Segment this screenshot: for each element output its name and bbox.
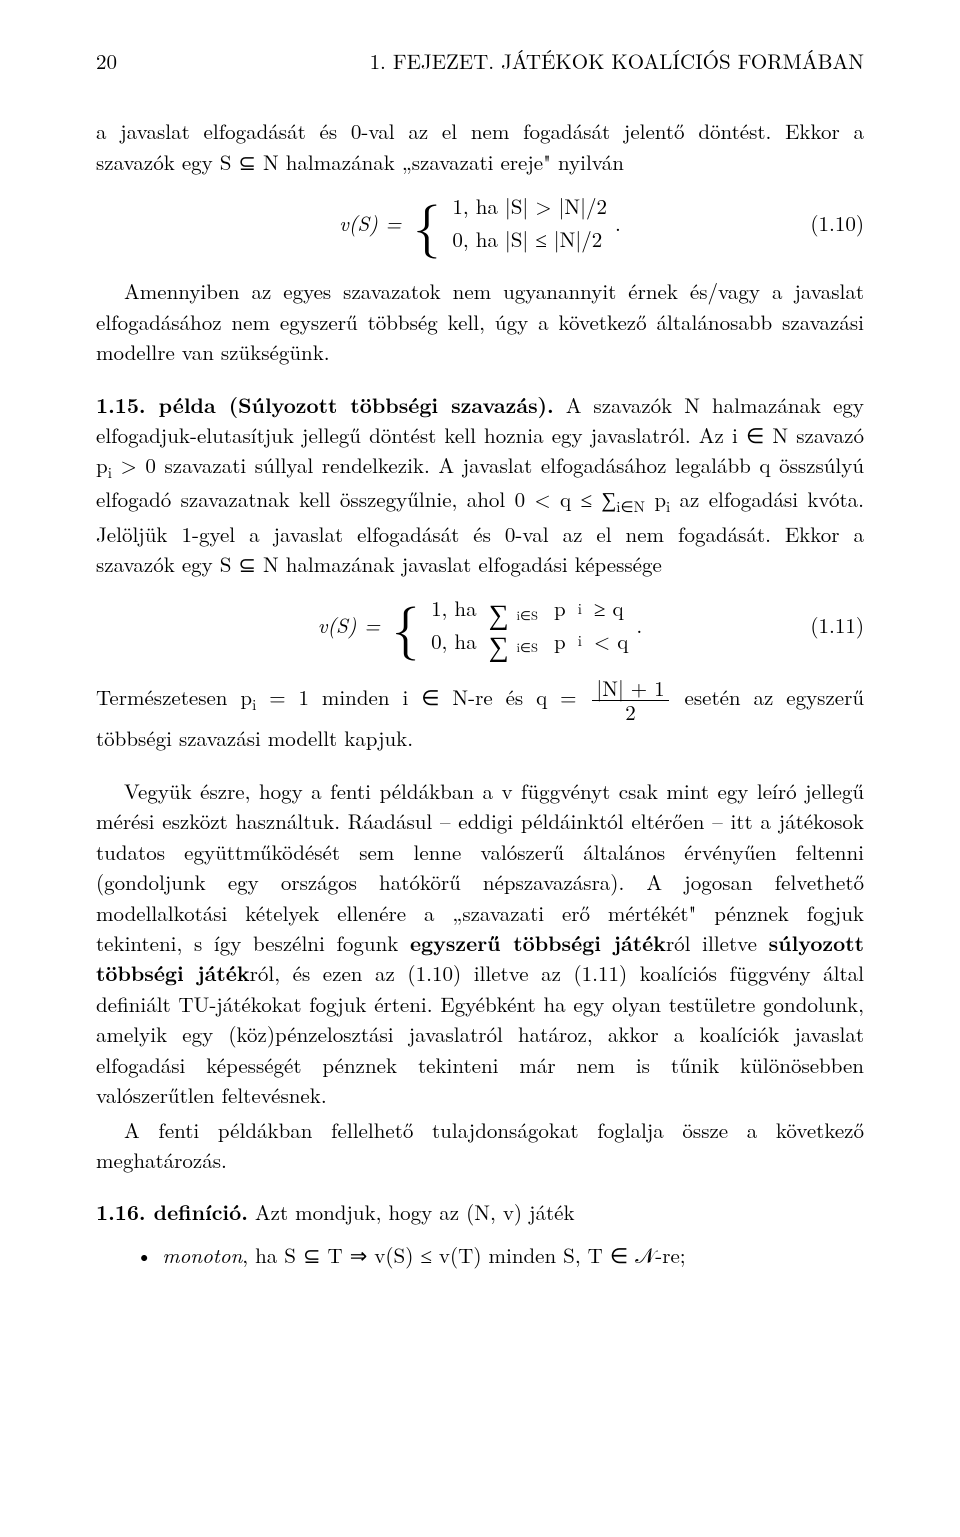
example-1-15: 1.15. példa (Súlyozott többségi szavazás…: [96, 390, 864, 580]
text: = 1 minden i ∈ N-re és q =: [256, 682, 589, 712]
bold-term-1: egyszerű többségi játék: [410, 928, 666, 958]
definition-label: 1.16. definíció.: [96, 1197, 248, 1227]
paragraph-6: A fenti példákban fellelhető tulajdonság…: [96, 1115, 864, 1176]
text: ról illetve: [666, 928, 769, 958]
list-item-monoton: • monoton, ha S ⊆ T ⇒ v(S) ≤ v(T) minden…: [96, 1240, 864, 1270]
text: < q: [594, 626, 628, 656]
text: 0, ha: [431, 626, 477, 656]
denominator: 2: [621, 701, 640, 723]
left-brace-icon: {: [413, 201, 440, 244]
paragraph-5: Vegyük észre, hogy a fenti példákban a v…: [96, 776, 864, 1111]
page: 20 1. FEJEZET. JÁTÉKOK KOALÍCIÓS FORMÁBA…: [0, 0, 960, 1537]
subscript: i∈N: [616, 497, 645, 518]
eq-content: v(S) = { 1, ha |S| > |N|/2 0, ha |S| ≤ |…: [339, 191, 621, 254]
text: Azt mondjuk, hogy az (N, v) játék: [248, 1197, 575, 1227]
text: p: [645, 484, 666, 514]
text: Amennyiben az egyes szavazatok nem ugyan…: [96, 276, 864, 367]
case-2: 0, ha ∑i∈S pi < q: [431, 626, 628, 656]
subscript: i: [578, 598, 582, 620]
case-1: 1, ha ∑i∈S pi ≥ q: [431, 593, 628, 623]
text: p: [554, 593, 566, 623]
text: ≥ q: [594, 593, 624, 623]
equation-1-11: v(S) = { 1, ha ∑i∈S pi ≥ q 0, ha ∑i∈S pi…: [96, 593, 864, 656]
item-text: monoton, ha S ⊆ T ⇒ v(S) ≤ v(T) minden S…: [162, 1240, 685, 1270]
cases: 1, ha ∑i∈S pi ≥ q 0, ha ∑i∈S pi < q: [431, 593, 628, 656]
running-head: 1. FEJEZET. JÁTÉKOK KOALÍCIÓS FORMÁBAN: [370, 46, 864, 76]
term: monoton: [162, 1240, 242, 1270]
cases: 1, ha |S| > |N|/2 0, ha |S| ≤ |N|/2: [452, 191, 607, 254]
equation-number: (1.11): [810, 610, 864, 640]
page-number: 20: [96, 46, 117, 76]
text: Természetesen p: [96, 682, 252, 712]
paragraph-2: Amennyiben az egyes szavazatok nem ugyan…: [96, 276, 864, 367]
paragraph-4: Természetesen pi = 1 minden i ∈ N-re és …: [96, 678, 864, 753]
eq-content: v(S) = { 1, ha ∑i∈S pi ≥ q 0, ha ∑i∈S pi…: [318, 593, 642, 656]
text: 1, ha: [431, 593, 477, 623]
equation-number: (1.10): [810, 208, 864, 238]
bullet-icon: •: [136, 1240, 152, 1270]
case-1: 1, ha |S| > |N|/2: [452, 191, 607, 221]
sum-sub: i∈S: [517, 606, 538, 624]
example-label: 1.15. példa (Súlyozott többségi szavazás…: [96, 390, 554, 420]
text: A fenti példákban fellelhető tulajdonság…: [96, 1115, 864, 1175]
eq-lhs: v(S) =: [339, 208, 401, 238]
eq-lhs: v(S) =: [318, 610, 380, 640]
equation-1-10: v(S) = { 1, ha |S| > |N|/2 0, ha |S| ≤ |…: [96, 191, 864, 254]
case-2: 0, ha |S| ≤ |N|/2: [452, 224, 607, 254]
text: p: [554, 626, 566, 656]
period: .: [615, 208, 621, 238]
fraction: |N| + 12: [592, 678, 668, 723]
period: .: [636, 610, 642, 640]
sum-sub: i∈S: [517, 638, 538, 656]
subscript: i: [578, 630, 582, 652]
text: , ha S ⊆ T ⇒ v(S) ≤ v(T) minden S, T ∈ 𝒩…: [242, 1240, 685, 1270]
running-header: 20 1. FEJEZET. JÁTÉKOK KOALÍCIÓS FORMÁBA…: [96, 46, 864, 76]
text: a javaslat elfogadását és 0-val az el ne…: [96, 116, 864, 176]
paragraph-1: a javaslat elfogadását és 0-val az el ne…: [96, 116, 864, 177]
left-brace-icon: {: [392, 603, 419, 646]
definition-1-16: 1.16. definíció. Azt mondjuk, hogy az (N…: [96, 1197, 864, 1227]
